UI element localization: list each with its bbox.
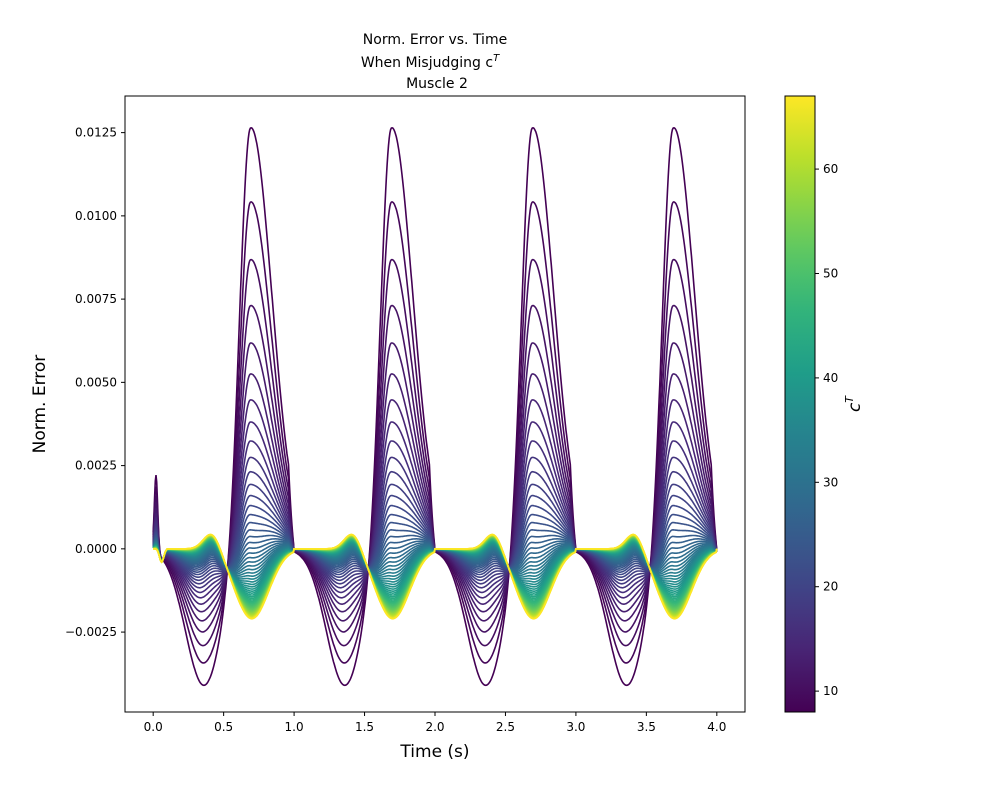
- series-line: [153, 533, 718, 620]
- chart-title-line-1: Norm. Error vs. Time: [363, 32, 507, 48]
- y-tick-label: 0.0075: [75, 292, 117, 306]
- y-tick-label: 0.0125: [75, 126, 117, 140]
- chart-title-line-2: When Misjudging cT: [361, 53, 500, 71]
- x-tick-label: 4.0: [707, 720, 726, 734]
- chart-title-superscript: T: [493, 53, 500, 64]
- colorbar-label-superscript: T: [843, 395, 856, 403]
- colorbar: [784, 95, 816, 713]
- y-tick-label: 0.0025: [75, 459, 117, 473]
- colorbar-label-main: c: [845, 402, 865, 412]
- y-tick-label: 0.0000: [75, 542, 117, 556]
- y-axis: −0.0025 0.0000 0.0025 0.0050 0.0075 0.0100 0.0…: [65, 126, 125, 639]
- colorbar-tick-label: 60: [823, 162, 838, 176]
- x-tick-label: 1.5: [355, 720, 374, 734]
- colorbar-tick-label: 50: [823, 266, 838, 280]
- colorbar-tick-label: 10: [823, 684, 838, 698]
- chart-title-line-3: Muscle 2: [406, 76, 468, 92]
- colorbar-axis: 10 20 30 40 50 60: [815, 162, 838, 698]
- series-group: [152, 126, 718, 687]
- x-tick-label: 0.5: [214, 720, 233, 734]
- colorbar-label: cT: [843, 395, 865, 412]
- y-tick-label: −0.0025: [65, 625, 117, 639]
- chart-title-line-2-main: When Misjudging c: [361, 55, 493, 71]
- colorbar-tick-label: 20: [823, 580, 838, 594]
- y-tick-label: 0.0050: [75, 375, 117, 389]
- colorbar-tick-label: 40: [823, 371, 838, 385]
- y-axis-label: Norm. Error: [30, 355, 50, 454]
- x-tick-label: 3.5: [637, 720, 656, 734]
- x-tick-label: 2.5: [496, 720, 515, 734]
- colorbar-tick-label: 30: [823, 475, 838, 489]
- x-tick-label: 1.0: [285, 720, 304, 734]
- x-axis-label: Time (s): [399, 742, 469, 762]
- x-tick-label: 3.0: [566, 720, 585, 734]
- x-tick-label: 2.0: [425, 720, 444, 734]
- x-tick-label: 0.0: [144, 720, 163, 734]
- x-axis: 0.0 0.5 1.0 1.5 2.0 2.5 3.0 3.5 4.0: [144, 712, 726, 734]
- y-tick-label: 0.0100: [75, 209, 117, 223]
